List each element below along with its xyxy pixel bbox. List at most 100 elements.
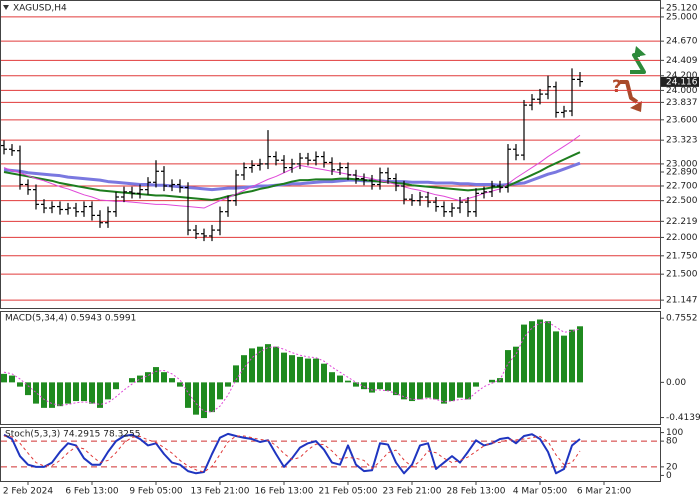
x-tick-label: 13 Feb 21:00 (190, 487, 249, 497)
macd-bar (465, 382, 471, 400)
main-panel (0, 0, 661, 309)
y-tick-label: 23.600 (666, 115, 698, 125)
macd-bar (385, 382, 391, 391)
macd-bar (257, 346, 263, 383)
macd-bar (65, 382, 71, 404)
x-tick-label: 23 Feb 21:00 (382, 487, 441, 497)
macd-bar (105, 382, 111, 400)
macd-bar (265, 344, 271, 383)
macd-bar (177, 382, 183, 387)
price-marker-box (661, 76, 699, 87)
macd-bar (57, 382, 63, 407)
macd-bar (169, 378, 175, 383)
macd-bar (473, 382, 479, 387)
y-tick-label: 22.000 (666, 233, 698, 243)
macd-bar (545, 321, 551, 383)
y-tick-label: 24.409 (666, 56, 698, 66)
macd-bar (353, 382, 359, 387)
y-tick-label: 22.700 (666, 181, 698, 191)
y-tick-label: 24.670 (666, 37, 698, 47)
macd-bar (153, 367, 159, 383)
y-tick-label: 22.500 (666, 196, 698, 206)
macd-bar (89, 382, 95, 404)
moving-average (3, 161, 581, 192)
stoch-line (3, 432, 581, 475)
macd-bar (393, 382, 399, 396)
macd-bar (577, 326, 583, 383)
symbol-icon (3, 5, 9, 10)
macd-bar (441, 382, 447, 404)
x-tick-label: 6 Feb 13:00 (65, 487, 119, 497)
macd-bar (561, 335, 567, 383)
macd-bar (521, 324, 527, 383)
macd-bar (273, 346, 279, 383)
macd-bar (321, 363, 327, 383)
macd-bar (529, 321, 535, 383)
macd-bar (225, 382, 231, 387)
y-tick-label: 22.219 (666, 217, 698, 227)
macd-bar (409, 382, 415, 402)
macd-bar (185, 382, 191, 408)
x-tick-label: 6 Mar 21:00 (577, 487, 632, 497)
macd-bar (553, 331, 559, 383)
macd-bar (161, 372, 167, 383)
macd-bar (369, 382, 375, 393)
macd-bar (33, 382, 39, 404)
macd-bar (73, 382, 79, 402)
y-tick-label: 24.000 (666, 86, 698, 96)
macd-bar (25, 382, 31, 396)
macd-bar (81, 382, 87, 402)
y-tick-label: 25.120 (666, 4, 698, 14)
macd-bar (41, 382, 47, 408)
x-tick-label: 2 Feb 2024 (3, 487, 54, 497)
y-tick-label: 0 (666, 471, 672, 481)
macd-bar (233, 365, 239, 383)
macd-bar (361, 382, 367, 390)
macd-bar (329, 372, 335, 383)
stoch-title: Stoch(5,3,3) 74.2915 78.3255 (5, 430, 140, 440)
up-arrow (630, 46, 646, 74)
macd-bar (449, 382, 455, 402)
macd-bar (217, 382, 223, 400)
macd-bar (137, 375, 143, 383)
macd-bar (489, 379, 495, 383)
stoch-line (3, 435, 581, 473)
question-mark: ? (612, 77, 622, 97)
y-tick-label: 80 (666, 437, 678, 447)
y-tick-label: 25.000 (666, 12, 698, 22)
macd-bar (145, 372, 151, 383)
macd-bar (129, 378, 135, 383)
macd-bar (297, 356, 303, 383)
macd-title: MACD(5,34,4) 0.5943 0.5991 (5, 314, 136, 324)
macd-bar (305, 358, 311, 383)
macd-bar (97, 382, 103, 408)
macd-bar (193, 382, 199, 415)
y-tick-label: 21.750 (666, 251, 698, 261)
y-tick-label: 0.00 (666, 378, 686, 388)
macd-bar (537, 319, 543, 383)
macd-bar (289, 355, 295, 383)
y-tick-label: 100 (666, 428, 683, 438)
y-tick-label: 0.7552 (666, 314, 698, 324)
macd-bar (433, 382, 439, 400)
x-tick-label: 9 Feb 05:00 (129, 487, 183, 497)
macd-bar (401, 382, 407, 400)
macd-panel (0, 311, 661, 425)
y-tick-label: -0.4139 (666, 413, 700, 423)
macd-bar (337, 375, 343, 383)
macd-bar (417, 382, 423, 400)
x-tick-label: 21 Feb 05:00 (318, 487, 377, 497)
macd-bar (49, 382, 55, 408)
macd-bar (569, 329, 575, 383)
macd-bar (505, 350, 511, 383)
macd-bar (313, 358, 319, 383)
y-tick-label: 24.200 (666, 71, 698, 81)
y-tick-label: 22.890 (666, 168, 698, 178)
x-tick-label: 28 Feb 13:00 (446, 487, 505, 497)
y-tick-label: 21.147 (666, 296, 698, 306)
macd-bar (345, 380, 351, 383)
y-tick-label: 23.000 (666, 159, 698, 169)
chart-title: XAGUSD,H4 (13, 4, 67, 14)
